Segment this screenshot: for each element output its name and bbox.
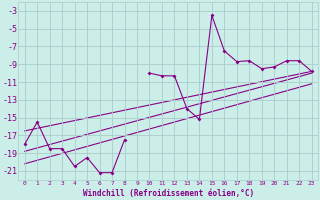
X-axis label: Windchill (Refroidissement éolien,°C): Windchill (Refroidissement éolien,°C)	[83, 189, 254, 198]
